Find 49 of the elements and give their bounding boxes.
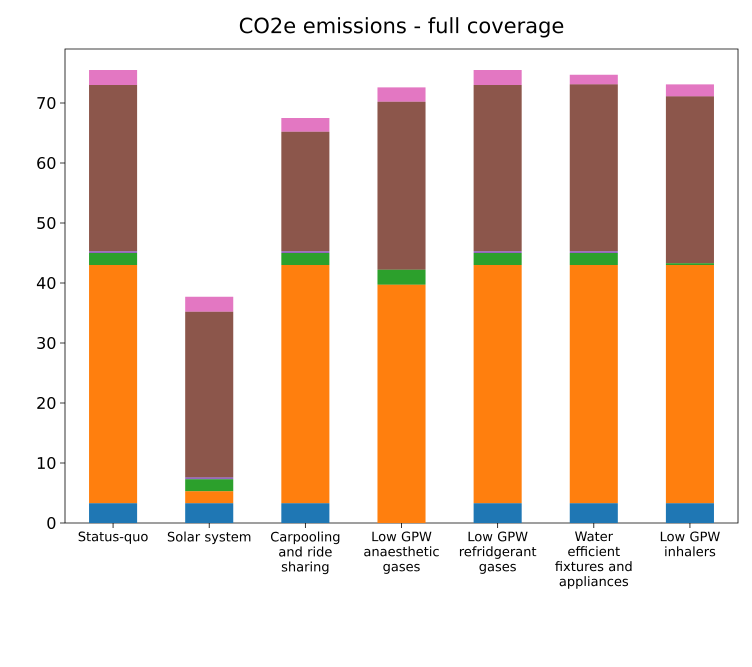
bar: [281, 118, 330, 132]
bar: [474, 253, 522, 265]
bar: [570, 84, 618, 252]
bar: [570, 74, 618, 84]
y-tick-label: 0: [47, 516, 56, 530]
bar: [185, 503, 234, 523]
y-tick-label: 20: [37, 396, 56, 410]
bar: [185, 491, 234, 504]
bar: [185, 296, 234, 312]
y-tick-label: 50: [37, 216, 56, 230]
bar: [89, 70, 138, 85]
x-tick-label: Water efficient fixtures and appliances: [555, 532, 632, 589]
bar: [570, 253, 618, 265]
x-tick-label: Low GPW refridgerant gases: [460, 532, 536, 574]
y-tick-label: 70: [37, 96, 56, 110]
bar: [89, 253, 138, 265]
bar: [666, 503, 714, 523]
bar: [474, 70, 522, 85]
bar: [377, 270, 426, 285]
bar: [377, 284, 426, 523]
bar: [281, 265, 330, 504]
bar: [89, 85, 138, 252]
x-tick-label: Carpooling and ride sharing: [270, 532, 340, 574]
y-tick-label: 10: [38, 456, 56, 470]
bar: [570, 265, 618, 504]
bar: [666, 84, 714, 96]
bar: [377, 102, 426, 270]
bar: [474, 265, 522, 504]
bar: [281, 253, 330, 265]
bar: [281, 132, 330, 252]
bar: [89, 503, 138, 523]
bar: [666, 265, 714, 504]
bar: [377, 87, 426, 102]
y-tick-label: 40: [36, 276, 56, 290]
x-tick-label: Low GPW anaesthetic gases: [364, 532, 439, 574]
bar: [474, 85, 522, 252]
chart-title: CO2e emissions - full coverage: [240, 17, 564, 38]
x-tick-label: Status-quo: [78, 532, 148, 544]
y-tick-label: 60: [37, 156, 56, 170]
x-tick-label: Low GPW inhalers: [660, 532, 720, 556]
bar: [185, 312, 234, 478]
y-tick-label: 30: [37, 336, 56, 350]
bar: [474, 503, 522, 523]
bar: [666, 96, 714, 264]
bar: [281, 503, 330, 523]
bar: [570, 503, 618, 523]
bar: [185, 479, 234, 492]
bar: [89, 265, 138, 504]
x-tick-label: Solar system: [168, 532, 250, 544]
